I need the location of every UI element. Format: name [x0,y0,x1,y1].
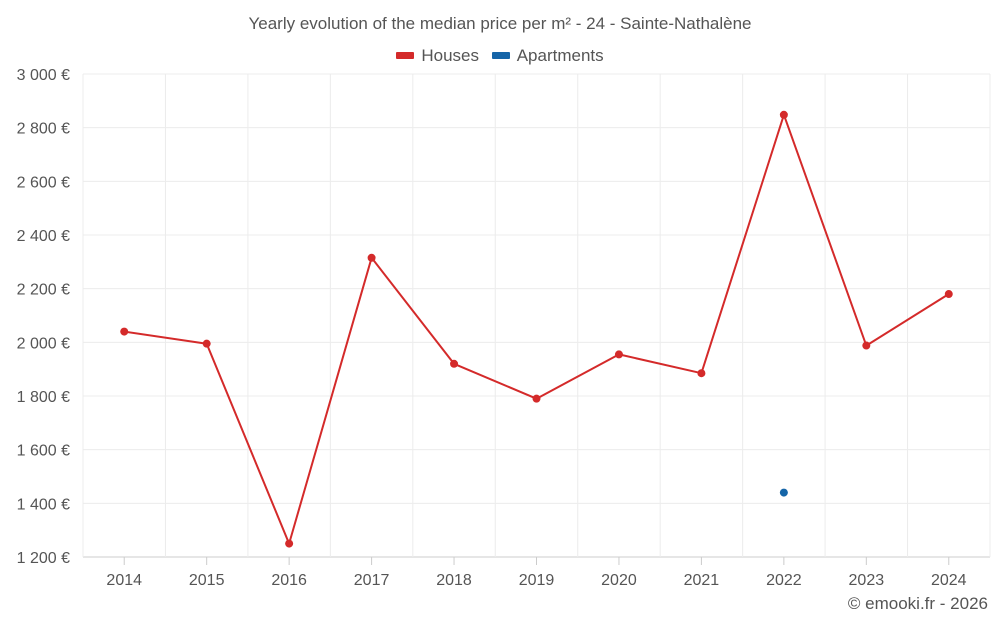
data-point-houses [614,350,623,359]
data-point-houses [779,110,788,119]
y-tick-label: 3 000 € [17,67,70,84]
y-tick-label: 2 800 € [17,121,70,138]
data-point-houses [202,339,211,348]
y-tick-label: 1 800 € [17,389,70,406]
y-tick-label: 2 200 € [17,282,70,299]
data-point-houses [862,341,871,350]
legend-item-apartments[interactable]: Apartments [491,45,604,66]
chart-title: Yearly evolution of the median price per… [248,14,752,33]
x-tick-label: 2017 [354,572,390,589]
data-point-houses [367,253,376,262]
y-tick-label: 2 000 € [17,335,70,352]
x-tick-label: 2015 [189,572,225,589]
x-tick-label: 2019 [519,572,555,589]
x-tick-label: 2018 [436,572,472,589]
y-tick-label: 2 400 € [17,228,70,245]
x-tick-label: 2021 [684,572,720,589]
y-tick-label: 1 600 € [17,443,70,460]
data-point-houses [532,394,541,403]
x-tick-label: 2024 [931,572,967,589]
copyright-footer: © emooki.fr - 2026 [847,594,988,613]
legend: Houses Apartments [0,44,1000,66]
y-tick-label: 2 600 € [17,174,70,191]
data-point-apartments [779,488,788,497]
x-tick-label: 2016 [271,572,307,589]
legend-label-apartments: Apartments [516,45,604,65]
y-tick-label: 1 400 € [17,496,70,513]
legend-swatch-apartments [491,52,510,59]
data-point-houses [285,539,294,548]
x-tick-label: 2023 [849,572,885,589]
x-tick-label: 2020 [601,572,637,589]
x-tick-label: 2014 [106,572,142,589]
data-point-houses [450,359,459,368]
legend-item-houses[interactable]: Houses [396,46,479,66]
x-tick-label: 2022 [766,572,802,589]
data-point-houses [944,290,953,299]
data-point-houses [697,369,706,378]
data-point-houses [120,327,129,336]
legend-label-houses: Houses [421,45,479,65]
y-tick-label: 1 200 € [17,550,70,567]
legend-swatch-houses [396,52,415,59]
